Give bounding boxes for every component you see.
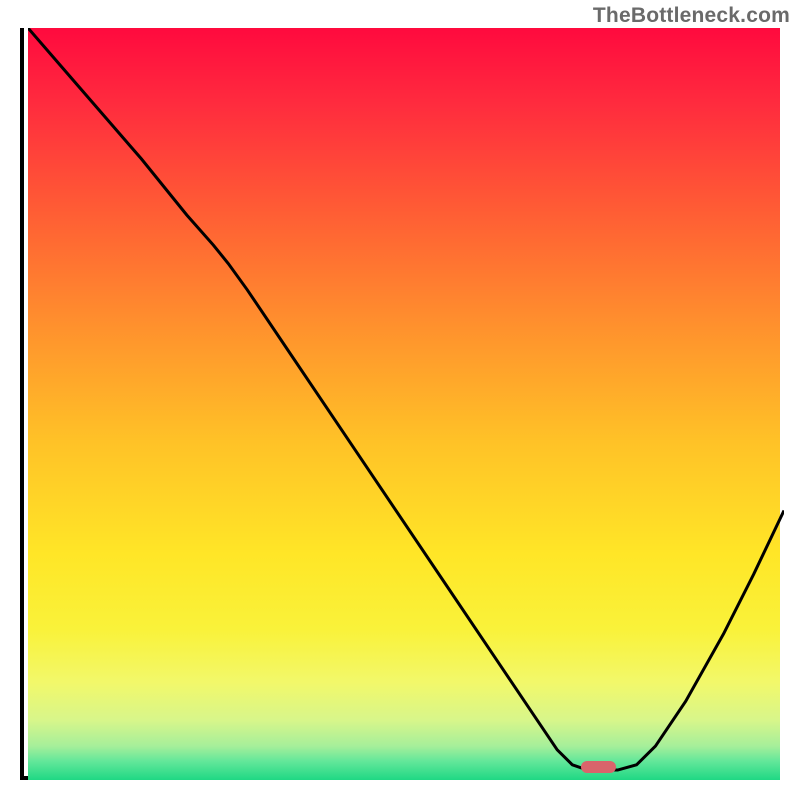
chart-container: TheBottleneck.com	[0, 0, 800, 800]
optimal-marker	[581, 761, 616, 773]
bottleneck-curve	[28, 28, 784, 776]
watermark-text: TheBottleneck.com	[593, 4, 790, 28]
plot-area	[20, 28, 780, 780]
